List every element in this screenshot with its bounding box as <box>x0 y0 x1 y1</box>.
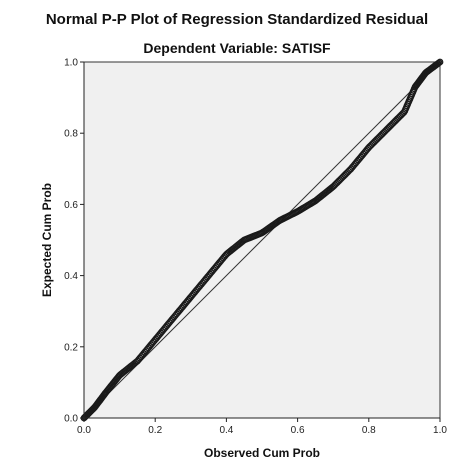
x-tick-label: 0.6 <box>291 425 305 436</box>
x-tick-label: 0.2 <box>148 425 162 436</box>
data-point <box>436 58 444 66</box>
y-tick-label: 0.6 <box>64 200 78 211</box>
axes <box>83 62 440 419</box>
data-points <box>80 58 444 422</box>
y-tick-label: 0.4 <box>64 271 78 282</box>
chart-subtitle: Dependent Variable: SATISF <box>143 40 331 56</box>
y-tick-label: 0.2 <box>64 342 78 353</box>
y-axis-label: Expected Cum Prob <box>40 183 54 297</box>
x-tick-label: 0.0 <box>77 425 91 436</box>
x-tick-label: 1.0 <box>433 425 447 436</box>
chart-title: Normal P-P Plot of Regression Standardiz… <box>45 11 429 28</box>
x-tick-label: 0.8 <box>362 425 376 436</box>
tick-marks: 0.0 0.2 0.4 0.6 0.8 1.0 0.0 0.2 0.4 0.6 0.8 1.0 <box>64 58 447 437</box>
y-tick-label: 0.0 <box>64 414 78 425</box>
y-tick-label: 1.0 <box>64 58 78 69</box>
y-tick-label: 0.8 <box>64 129 78 140</box>
x-axis-label: Observed Cum Prob <box>204 446 320 460</box>
x-tick-label: 0.4 <box>219 425 233 436</box>
